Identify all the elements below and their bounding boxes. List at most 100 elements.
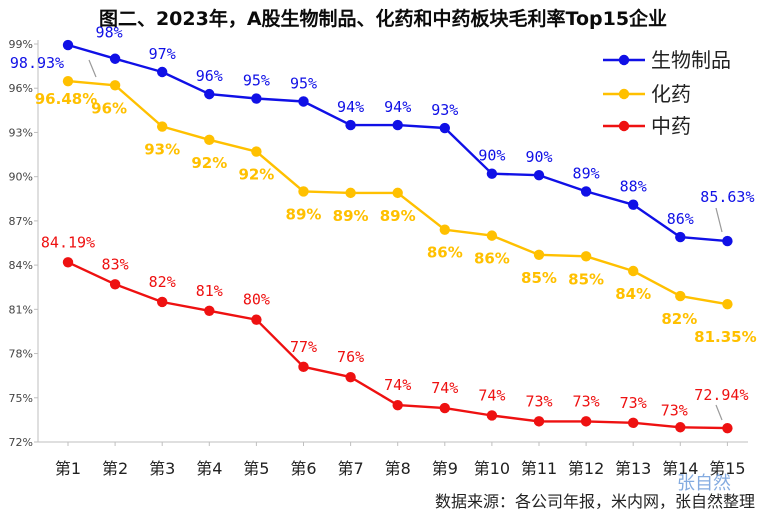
x-tick-label: 第4 (196, 459, 222, 478)
data-label: 90% (525, 148, 552, 166)
data-point (345, 119, 356, 131)
data-label: 98.93% (10, 54, 64, 72)
data-point (580, 416, 592, 427)
data-label: 74% (384, 376, 411, 394)
y-tick-label: 81% (9, 303, 33, 316)
data-label: 94% (337, 98, 364, 116)
data-label: 85% (521, 269, 557, 287)
data-point (298, 96, 309, 107)
data-point (722, 235, 733, 247)
x-tick-label: 第14 (662, 459, 698, 478)
x-tick-label: 第10 (474, 459, 510, 478)
data-label: 83% (102, 255, 129, 273)
x-tick-label: 第9 (432, 459, 458, 478)
data-point (439, 122, 450, 134)
y-tick-label: 96% (9, 82, 33, 95)
data-label: 84.19% (41, 233, 95, 251)
data-label: 89% (380, 207, 416, 225)
data-point (298, 361, 309, 373)
legend-label-2: 中药 (651, 114, 691, 138)
legend-label-0: 生物制品 (651, 48, 731, 72)
data-label: 86% (667, 210, 694, 228)
data-point (251, 146, 262, 157)
data-point (62, 257, 74, 268)
data-point (392, 399, 403, 411)
data-label: 84% (615, 285, 651, 303)
watermark: 张自然 (677, 473, 731, 494)
data-label: 82% (149, 273, 176, 291)
series-1: 96.48%96% 93% 92% 92% 89% 89% 89% 86% 86% 85% 85% 8… (35, 75, 757, 346)
data-point (392, 119, 403, 131)
legend-marker-1 (618, 88, 630, 100)
x-tick-label: 第15 (709, 459, 745, 478)
data-point (345, 371, 356, 383)
data-point (109, 279, 121, 290)
data-label: 96% (91, 99, 127, 117)
leader-line (88, 59, 97, 78)
x-tick-label: 第13 (615, 459, 651, 478)
data-point (157, 296, 168, 308)
y-tick-label: 87% (9, 215, 33, 228)
data-label: 86% (474, 250, 510, 268)
leader-line (715, 404, 723, 421)
data-label: 74% (431, 379, 458, 397)
x-tick-label: 第11 (521, 459, 557, 478)
data-point (675, 231, 686, 243)
data-label: 89% (286, 205, 322, 223)
data-point (392, 187, 403, 199)
data-label: 81.35% (694, 328, 756, 346)
x-tick-label: 第2 (102, 459, 128, 478)
y-tick-label: 75% (9, 392, 33, 405)
y-tick-label: 93% (9, 126, 33, 139)
data-point (251, 93, 262, 104)
x-tick-label: 第12 (568, 459, 604, 478)
x-tick-label: 第8 (385, 459, 411, 478)
data-label: 89% (573, 164, 600, 182)
data-point (157, 121, 168, 132)
data-point (486, 230, 498, 241)
data-label: 73% (573, 392, 600, 410)
data-label: 98% (96, 24, 123, 42)
series-2: 84.19% 83% 82% 81% 80% 77% 76% 74% 74% 74% 73% 73% 7… (41, 233, 748, 434)
chart-axes: 72% 75% 78% 81% 84% 87% 90% 93% 96% 99% 第1 第2 第3 第4 第5… (9, 38, 748, 478)
data-label: 96% (196, 67, 223, 85)
data-point (675, 290, 686, 302)
data-label: 92% (238, 166, 274, 184)
data-label: 82% (661, 310, 697, 328)
data-label: 85.63% (700, 188, 754, 206)
data-label: 74% (478, 386, 505, 404)
data-label: 94% (384, 98, 411, 116)
data-label: 81% (196, 282, 223, 300)
data-point (109, 80, 121, 91)
data-point (722, 298, 733, 310)
data-label: 97% (149, 45, 176, 63)
data-point (62, 75, 74, 87)
y-tick-label: 78% (9, 348, 33, 361)
legend-marker-0 (618, 54, 630, 66)
data-label: 72.94% (694, 386, 748, 404)
data-point (533, 416, 545, 427)
data-point (533, 169, 545, 181)
y-tick-label: 72% (9, 436, 33, 449)
data-point (628, 417, 639, 429)
legend-marker-2 (618, 120, 630, 132)
data-label: 89% (333, 207, 369, 225)
data-point (486, 168, 498, 179)
chart-plot-area: 98.93% 98% 97% 96% 95% 95% 94% 94% 93% 90% 90% 89% 8… (10, 24, 757, 434)
x-tick-label: 第6 (290, 459, 316, 478)
data-point (722, 422, 733, 434)
data-point (204, 88, 215, 100)
series-0: 98.93% 98% 97% 96% 95% 95% 94% 94% 93% 90% 90% 89% 8… (10, 24, 754, 247)
data-label: 76% (337, 348, 364, 366)
data-point (580, 186, 592, 197)
data-label: 92% (191, 154, 227, 172)
data-point (204, 134, 215, 146)
data-point (62, 39, 74, 51)
data-point (533, 249, 545, 260)
data-label: 73% (525, 392, 552, 410)
y-tick-label: 84% (9, 259, 33, 272)
source-note: 数据来源：各公司年报，米内网，张自然整理 (435, 492, 755, 511)
data-label: 90% (478, 147, 505, 165)
data-point (157, 66, 168, 78)
